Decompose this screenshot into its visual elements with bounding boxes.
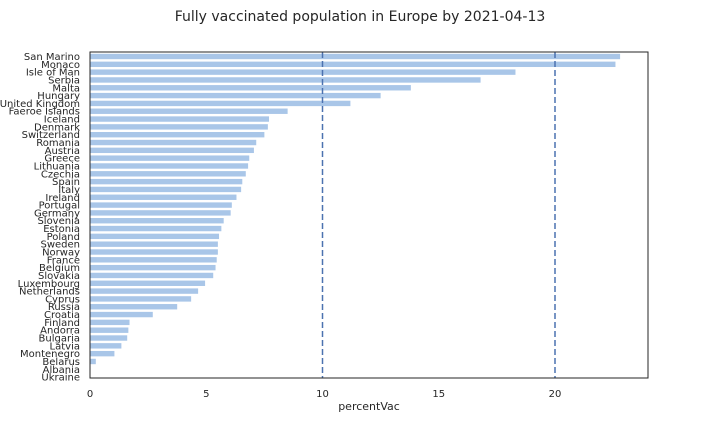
y-tick-label: Montenegro	[20, 349, 80, 360]
y-tick-label: Sweden	[40, 240, 80, 251]
bar-norway	[90, 249, 218, 255]
bar-belgium	[90, 264, 216, 271]
y-tick-label: Belgium	[39, 263, 80, 274]
reference-lines	[321, 52, 556, 378]
y-tick-label: Cyprus	[45, 294, 80, 305]
y-tick-label: Norway	[42, 248, 80, 259]
y-tick-label: Belarus	[42, 357, 80, 368]
y-tick-label: Isle of Man	[26, 68, 80, 79]
y-tick-label: Serbia	[48, 75, 80, 86]
y-tick-label: France	[47, 255, 80, 266]
y-tick-label: Estonia	[43, 224, 80, 235]
y-tick-label: Andorra	[40, 326, 80, 337]
y-tick-label: Austria	[45, 146, 80, 157]
bar-isle-of-man	[90, 69, 516, 75]
bar-luxembourg	[90, 280, 206, 286]
x-tick-labels: 0 5 10 15 20	[87, 389, 562, 400]
y-tick-label: Finland	[44, 318, 80, 329]
y-tick-label: Germany	[34, 208, 80, 219]
bar-romania	[90, 139, 257, 146]
bar-serbia	[90, 77, 481, 83]
y-tick-label: Hungary	[37, 91, 80, 102]
bar-iceland	[90, 116, 270, 122]
y-tick-label: Croatia	[44, 310, 80, 321]
y-tick-label: Portugal	[39, 201, 80, 212]
y-tick-label: Slovenia	[37, 216, 80, 227]
bar-united-kingdom	[90, 100, 351, 107]
y-tick-label: Slovakia	[38, 271, 80, 282]
bar-estonia	[90, 225, 222, 232]
bar-faeroe-islands	[90, 108, 288, 114]
y-tick-label: Switzerland	[22, 130, 80, 141]
bar-germany	[90, 210, 231, 216]
bar-switzerland	[90, 132, 265, 138]
bar-netherlands	[90, 288, 199, 294]
x-tick-label: 15	[432, 389, 445, 400]
y-tick-label: United Kingdom	[0, 99, 80, 110]
bar-slovenia	[90, 218, 224, 224]
bar-croatia	[90, 311, 153, 318]
bar-austria	[90, 147, 254, 154]
y-tick-label: Czechia	[41, 169, 80, 180]
bar-ireland	[90, 194, 237, 200]
bar-denmark	[90, 124, 268, 130]
y-tick-label: Ukraine	[41, 373, 80, 384]
bar-lithuania	[90, 163, 249, 169]
bar-portugal	[90, 202, 232, 208]
bar-bulgaria	[90, 335, 128, 341]
bar-san-marino	[90, 53, 621, 60]
bar-hungary	[90, 92, 381, 99]
bar-montenegro	[90, 350, 115, 357]
y-tick-label: Latvia	[50, 341, 80, 352]
y-tick-label: Poland	[47, 232, 80, 243]
y-tick-label: Spain	[52, 177, 80, 188]
y-tick-label: Russia	[48, 302, 80, 313]
y-tick-label: Malta	[52, 83, 80, 94]
y-tick-label: Luxembourg	[18, 279, 80, 290]
y-tick-label: Monaco	[41, 60, 80, 71]
bar-sweden	[90, 241, 218, 247]
y-tick-label: Denmark	[34, 122, 80, 133]
plot-frame	[89, 51, 649, 379]
y-tick-label: Greece	[44, 154, 80, 165]
bar-latvia	[90, 343, 122, 349]
bars-layer	[90, 53, 621, 365]
bar-greece	[90, 155, 250, 161]
bar-andorra	[90, 327, 129, 333]
x-tick-label: 5	[203, 389, 209, 400]
bar-russia	[90, 304, 178, 310]
x-axis-label: percentVac	[338, 400, 400, 413]
y-tick-label: Netherlands	[19, 287, 80, 298]
bar-czechia	[90, 171, 246, 177]
y-tick-label: Faeroe Islands	[9, 107, 80, 118]
bar-finland	[90, 319, 130, 326]
y-tick-label: Italy	[58, 185, 80, 196]
y-tick-label: Romania	[36, 138, 80, 149]
bar-italy	[90, 186, 242, 193]
x-tick-label: 20	[549, 389, 562, 400]
bar-slovakia	[90, 272, 214, 279]
bar-cyprus	[90, 296, 192, 302]
y-tick-label: Bulgaria	[39, 334, 80, 345]
chart-title: Fully vaccinated population in Europe by…	[175, 9, 546, 25]
bar-france	[90, 257, 217, 263]
y-tick-label: Albania	[43, 365, 80, 376]
x-tick-label: 10	[316, 389, 329, 400]
y-tick-label: Lithuania	[34, 161, 80, 172]
bar-monaco	[90, 61, 616, 68]
bar-malta	[90, 85, 411, 91]
x-tick-label: 0	[87, 389, 93, 400]
bar-belarus	[90, 358, 96, 365]
y-tick-label: Ireland	[45, 193, 80, 204]
bar-spain	[90, 178, 243, 185]
bar-poland	[90, 233, 220, 240]
y-tick-label: San Marino	[24, 52, 80, 63]
y-tick-label: Iceland	[44, 115, 80, 126]
